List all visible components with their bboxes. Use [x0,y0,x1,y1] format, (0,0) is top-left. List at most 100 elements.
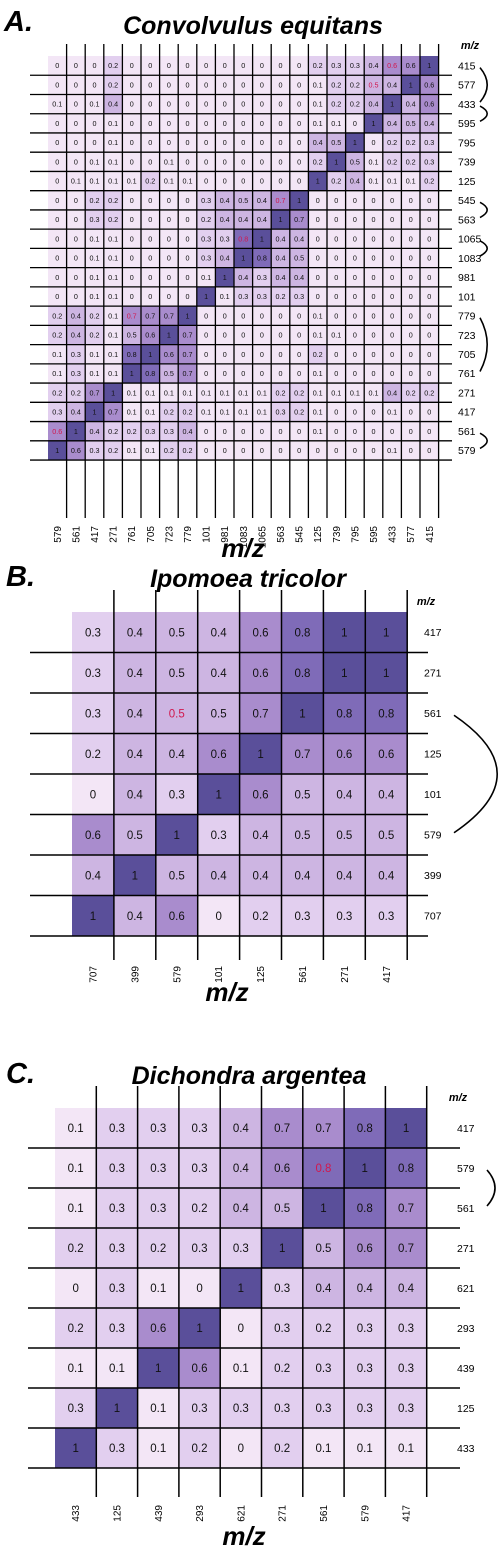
heatmap-cell [252,344,272,364]
heatmap-cell [48,363,67,384]
heatmap-cell [261,1428,303,1468]
heatmap-cell [364,190,383,210]
heatmap-cell [215,75,234,95]
heatmap-cell [289,171,309,191]
heatmap-cell [137,1228,179,1268]
cell-value: 0 [297,157,301,166]
heatmap-cell [72,895,114,936]
heatmap-cell [220,1108,262,1148]
heatmap-cell [289,286,309,307]
cell-value: 0 [279,369,283,378]
heatmap-cell [365,612,408,653]
heatmap-cell [55,1388,97,1428]
cell-value: 0.1 [331,388,341,397]
cell-value: 0 [297,119,301,128]
cell-value: 0 [204,100,208,109]
heatmap-cell [385,1308,427,1348]
cell-value: 0.1 [257,408,267,417]
cell-value: 0.1 [108,350,118,359]
cell-value: 0.7 [183,331,193,340]
heatmap-cell [420,325,439,345]
heatmap-cell [66,94,86,114]
cell-value: 0.1 [164,177,174,186]
heatmap-cell [382,402,402,422]
heatmap-cell [234,113,253,133]
column-tick-label: 417 [402,1505,413,1522]
heatmap-cell [302,1388,345,1428]
heatmap-cell [252,113,272,133]
heatmap-cell [178,1228,221,1268]
cell-value: 0.1 [164,157,174,166]
cell-value: 0.3 [192,1163,208,1175]
cell-value: 0.3 [350,61,360,70]
cell-value: 0 [427,234,431,243]
heatmap-cell [178,248,197,268]
heatmap-cell [159,248,179,268]
heatmap-cell [215,421,234,441]
cell-value: 0 [130,196,134,205]
heatmap-cell [220,1188,262,1228]
heatmap-cell [48,402,67,422]
cell-value: 0 [204,446,208,455]
cell-value: 0.1 [201,388,211,397]
heatmap-cell [308,286,327,307]
cell-value: 0 [353,273,357,282]
cell-value: 0 [223,369,227,378]
cell-value: 0 [204,331,208,340]
panel-letter: A. [3,6,33,38]
heatmap-cell [281,652,324,693]
heatmap-cell [96,1148,138,1188]
cell-value: 0 [74,273,78,282]
heatmap-cell [364,209,383,230]
heatmap-cell [327,113,346,133]
heatmap-cell [159,363,179,384]
cell-value: 0 [390,331,394,340]
heatmap-cell [401,344,420,364]
row-tick-label: 563 [458,214,476,226]
cell-value: 0.2 [387,157,397,166]
heatmap-cell [155,895,198,936]
heatmap-cell [178,267,197,287]
heatmap-cell [155,612,198,653]
heatmap-cell [261,1348,303,1388]
heatmap-cell [327,132,346,153]
heatmap-cell [141,440,160,461]
cell-value: 0.6 [150,1323,166,1335]
panel-b: B. Ipomoea tricolor m/z 0.3 0.4 0.5 0.4 0.6 0.8 1… [6,561,498,1007]
cell-value: 0.1 [108,157,118,166]
cell-value: 0.4 [387,388,397,397]
heatmap-cell [155,814,198,855]
cell-value: 0.3 [109,1203,125,1215]
cell-value: 0.3 [52,408,62,417]
cell-value: 0 [223,157,227,166]
cell-value: 0 [241,119,245,128]
cell-value: 0.3 [109,1283,125,1295]
heatmap-cell [261,1388,303,1428]
cell-value: 0.2 [164,446,174,455]
cell-value: 0 [241,311,245,320]
cell-value: 0 [241,446,245,455]
heatmap-cell [344,1388,386,1428]
heatmap-cell [234,171,253,191]
cell-value: 0.4 [336,789,353,801]
heatmap-cell [48,440,67,461]
cell-value: 0 [390,196,394,205]
heatmap-cell [302,1228,345,1268]
cell-value: 0 [74,138,78,147]
heatmap-cell [252,152,272,172]
heatmap-cell [382,75,402,95]
heatmap-cell [197,733,240,774]
cell-value: 1 [341,668,347,680]
cell-value: 0 [316,254,320,263]
cell-value: 0.1 [369,157,379,166]
heatmap-cell [271,152,290,172]
cell-value: 0.1 [313,311,323,320]
cell-value: 0.2 [276,388,286,397]
heatmap-cell [364,132,383,153]
cell-value: 0.4 [257,196,267,205]
heatmap-cell [159,190,179,210]
heatmap-cell [122,171,141,191]
heatmap-cell [365,774,408,815]
cell-value: 0.4 [71,408,81,417]
heatmap-cell [420,402,439,422]
